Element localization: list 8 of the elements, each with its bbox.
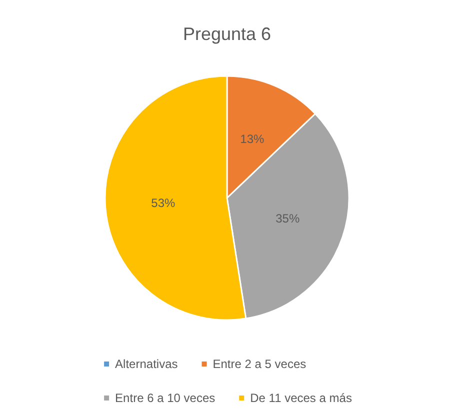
legend-label: Entre 6 a 10 veces [115,391,216,405]
data-label: 53% [151,196,176,210]
legend-label: De 11 veces a más [250,391,352,405]
data-label: 13% [240,132,265,146]
legend-label: Entre 2 a 5 veces [212,357,306,371]
data-label: 35% [276,212,300,226]
chart-title: Pregunta 6 [182,24,272,44]
legend-label: Alternativas [115,357,178,371]
